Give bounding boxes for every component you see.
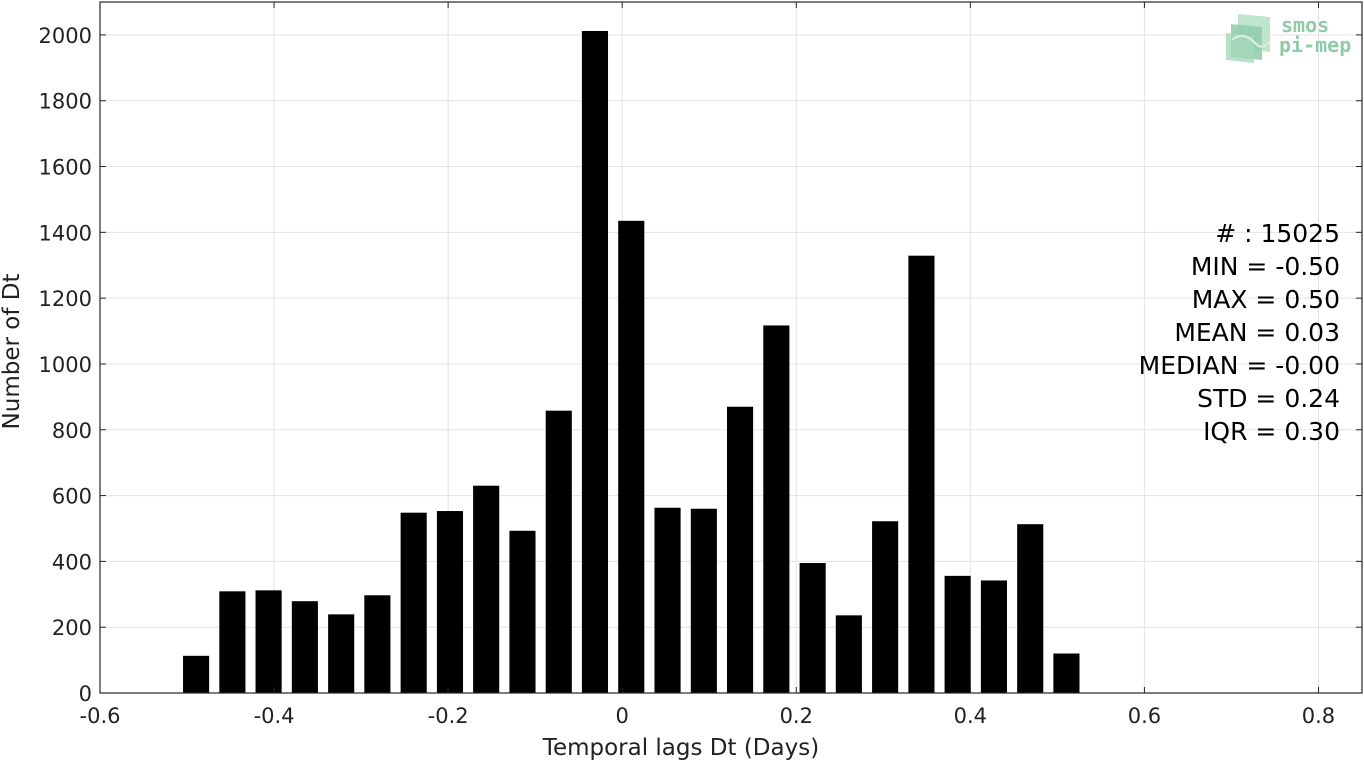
y-tick-label: 200	[52, 616, 92, 640]
histogram-bar	[255, 590, 282, 693]
histogram-bar	[581, 30, 609, 694]
x-tick-label: -0.6	[80, 704, 121, 728]
smos-pi-mep-logo: smos pi-mep	[1226, 13, 1351, 63]
histogram-bar	[763, 325, 790, 693]
x-axis-label: Temporal lags Dt (Days)	[542, 735, 819, 761]
y-tick-label: 2000	[39, 24, 92, 48]
logo-text-smos: smos	[1281, 13, 1329, 37]
histogram-bar	[654, 507, 681, 693]
stat-line: STD = 0.24	[1197, 384, 1340, 413]
histogram-bar	[726, 406, 754, 693]
logo-text-pi-mep: pi-mep	[1279, 33, 1351, 57]
x-tick-label: 0.6	[1128, 704, 1161, 728]
stat-line: IQR = 0.30	[1203, 417, 1340, 446]
y-tick-label: 0	[79, 682, 92, 706]
histogram-bar	[944, 575, 971, 693]
y-tick-label: 1600	[39, 156, 92, 180]
histogram-bar	[980, 580, 1007, 693]
x-tick-label: 0.4	[954, 704, 987, 728]
histogram-bar	[473, 485, 500, 693]
histogram-bar	[219, 591, 246, 693]
stat-line: MIN = -0.50	[1191, 252, 1340, 281]
histogram-bar	[183, 655, 210, 693]
histogram-bar	[509, 530, 536, 693]
histogram-bar	[908, 255, 935, 693]
histogram-bar	[328, 614, 355, 693]
y-tick-label: 1200	[39, 287, 92, 311]
logo-mark-icon	[1226, 14, 1271, 63]
x-tick-label: -0.4	[254, 704, 295, 728]
y-tick-label: 1000	[39, 353, 92, 377]
plot-frame	[99, 1, 1363, 694]
histogram-bar	[1017, 524, 1044, 693]
y-tick-label: 800	[52, 419, 92, 443]
x-tick-label: 0.2	[780, 704, 813, 728]
histogram-bar	[690, 508, 717, 693]
x-tick-label: 0	[616, 704, 629, 728]
y-axis-label: Number of Dt	[0, 274, 25, 430]
histogram-bar	[545, 410, 572, 693]
histogram-bar	[364, 595, 391, 693]
stat-line: # : 15025	[1215, 219, 1340, 248]
y-tick-label: 1800	[39, 90, 92, 114]
histogram-bar	[436, 511, 464, 693]
statistics-box: # : 15025 MIN = -0.50 MAX = 0.50 MEAN = 0.0…	[1139, 219, 1340, 446]
histogram-bar	[872, 521, 899, 693]
y-tick-label: 400	[52, 550, 92, 574]
stat-line: MEAN = 0.03	[1174, 318, 1340, 347]
histogram-bar	[291, 601, 318, 693]
histogram-bar	[799, 563, 826, 693]
x-tick-label: 0.8	[1302, 704, 1335, 728]
bars	[183, 30, 1080, 694]
histogram-bar	[400, 512, 427, 693]
axis-ticks: -0.6 -0.4 -0.2 0 0.2 0.4 0.6 0.8 0 200 400 600 800 10…	[39, 2, 1362, 728]
stat-line: MEDIAN = -0.00	[1139, 351, 1340, 380]
histogram-bar	[1053, 653, 1080, 693]
y-tick-label: 1400	[39, 221, 92, 245]
histogram-bar	[618, 220, 645, 694]
stat-line: MAX = 0.50	[1192, 285, 1340, 314]
histogram-bar	[835, 615, 862, 693]
y-tick-label: 600	[52, 485, 92, 509]
x-tick-label: -0.2	[428, 704, 469, 728]
